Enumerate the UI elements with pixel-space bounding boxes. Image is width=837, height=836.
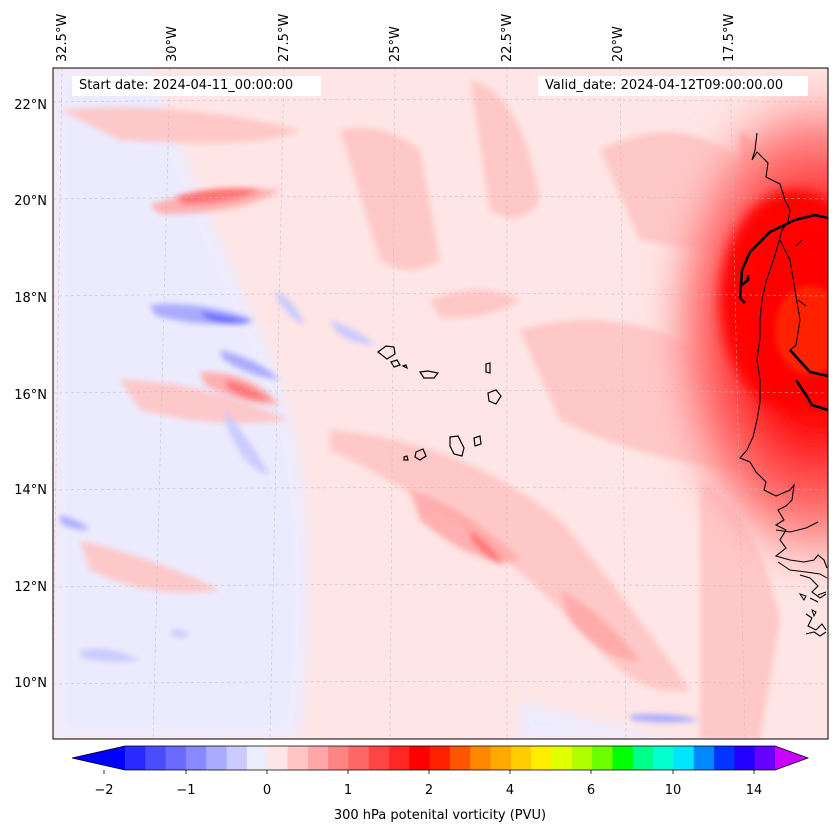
colorbar-swatch bbox=[206, 746, 228, 770]
colorbar-swatch bbox=[226, 746, 248, 770]
start-date-label: Start date: 2024-04-11_00:00:00 bbox=[72, 76, 321, 96]
colorbar-swatch bbox=[409, 746, 431, 770]
colorbar-tick-label: 6 bbox=[586, 783, 596, 798]
colorbar-swatch bbox=[328, 746, 350, 770]
lon-label-17-5w: 17.5°W bbox=[722, 13, 737, 62]
negative-pv-streaks bbox=[60, 290, 700, 723]
colorbar-tick-label: 0 bbox=[262, 783, 272, 798]
coastline-detail-south bbox=[799, 574, 827, 637]
pv-streaks-dark bbox=[175, 188, 505, 565]
colorbar-swatch bbox=[429, 746, 451, 770]
island-maio bbox=[473, 435, 482, 447]
colorbar-swatch bbox=[531, 746, 553, 770]
colorbar-tick-label: 1 bbox=[343, 783, 353, 798]
colorbar-tick-label: −1 bbox=[176, 783, 196, 798]
lon-label-27-5w: 27.5°W bbox=[277, 13, 292, 62]
colorbar-swatch bbox=[348, 746, 370, 770]
coastline-bijagos bbox=[798, 593, 817, 618]
island-sal bbox=[485, 362, 491, 374]
country-border-thin bbox=[775, 239, 828, 596]
lon-label-20w: 20°W bbox=[611, 26, 626, 62]
colorbar-tick-label: −2 bbox=[94, 783, 114, 798]
lat-label-10n: 10°N bbox=[14, 676, 47, 691]
lon-label-32-5w: 32.5°W bbox=[55, 13, 70, 62]
island-santo-antao bbox=[377, 345, 396, 360]
lat-label-20n: 20°N bbox=[14, 194, 47, 209]
colorbar bbox=[71, 745, 810, 774]
high-pv-anomaly bbox=[635, 70, 828, 590]
colorbar-swatch bbox=[307, 746, 329, 770]
island-fogo bbox=[414, 448, 427, 461]
map-gridlines bbox=[53, 68, 828, 739]
colorbar-swatch bbox=[510, 746, 532, 770]
lat-label-12n: 12°N bbox=[14, 580, 47, 595]
island-boa-vista bbox=[487, 389, 502, 405]
country-border-mauritania bbox=[738, 213, 828, 412]
colorbar-tick-label: 2 bbox=[424, 783, 434, 798]
island-santiago bbox=[449, 435, 465, 457]
colorbar-swatch bbox=[632, 746, 654, 770]
colorbar-swatch bbox=[551, 746, 573, 770]
colorbar-swatch bbox=[653, 746, 675, 770]
colorbar-swatch bbox=[714, 746, 735, 770]
island-sao-nicolau bbox=[418, 370, 440, 379]
colorbar-tick-label: 14 bbox=[745, 783, 763, 798]
map-frame bbox=[52, 67, 829, 740]
lat-label-18n: 18°N bbox=[14, 291, 47, 306]
colorbar-swatch bbox=[145, 746, 167, 770]
colorbar-swatch bbox=[673, 746, 695, 770]
colorbar-swatch bbox=[612, 746, 634, 770]
map-panel bbox=[53, 68, 828, 739]
colorbar-outline bbox=[71, 745, 810, 771]
colorbar-extend-over bbox=[775, 746, 808, 770]
colorbar-swatch bbox=[571, 746, 593, 770]
colorbar-swatch bbox=[450, 746, 471, 770]
colorbar-swatch bbox=[368, 746, 390, 770]
colorbar-tick-label: 4 bbox=[505, 783, 515, 798]
colorbar-swatch bbox=[734, 746, 756, 770]
island-brava bbox=[403, 455, 409, 461]
colorbar-swatch bbox=[693, 746, 715, 770]
colorbar-swatch bbox=[490, 746, 512, 770]
colorbar-swatch bbox=[287, 746, 309, 770]
colorbar-title: 300 hPa potenital vorticity (PVU) bbox=[333, 808, 547, 823]
colorbar-swatch bbox=[246, 746, 268, 770]
colorbar-tick-label: 10 bbox=[664, 783, 682, 798]
colorbar-extend-under bbox=[72, 746, 125, 770]
colorbar-swatch bbox=[754, 746, 776, 770]
colorbar-swatch bbox=[185, 746, 207, 770]
lon-label-22-5w: 22.5°W bbox=[500, 13, 515, 62]
lat-label-22n: 22°N bbox=[14, 98, 47, 113]
island-sao-vicente bbox=[390, 359, 401, 368]
lat-label-16n: 16°N bbox=[14, 388, 47, 403]
colorbar-swatch bbox=[125, 746, 146, 770]
lat-label-14n: 14°N bbox=[14, 483, 47, 498]
colorbar-swatch bbox=[165, 746, 187, 770]
cape-verde-islands bbox=[377, 345, 502, 461]
colorbar-swatch bbox=[470, 746, 492, 770]
colorbar-swatch bbox=[389, 746, 410, 770]
african-coastline bbox=[739, 132, 828, 569]
lon-label-30w: 30°W bbox=[165, 26, 180, 62]
lon-label-25w: 25°W bbox=[388, 26, 403, 62]
valid-date-label: Valid_date: 2024-04-12T09:00:00.00 bbox=[538, 76, 808, 96]
island-santa-luzia bbox=[401, 364, 409, 370]
colorbar-swatch bbox=[592, 746, 614, 770]
colorbar-swatch bbox=[267, 746, 289, 770]
